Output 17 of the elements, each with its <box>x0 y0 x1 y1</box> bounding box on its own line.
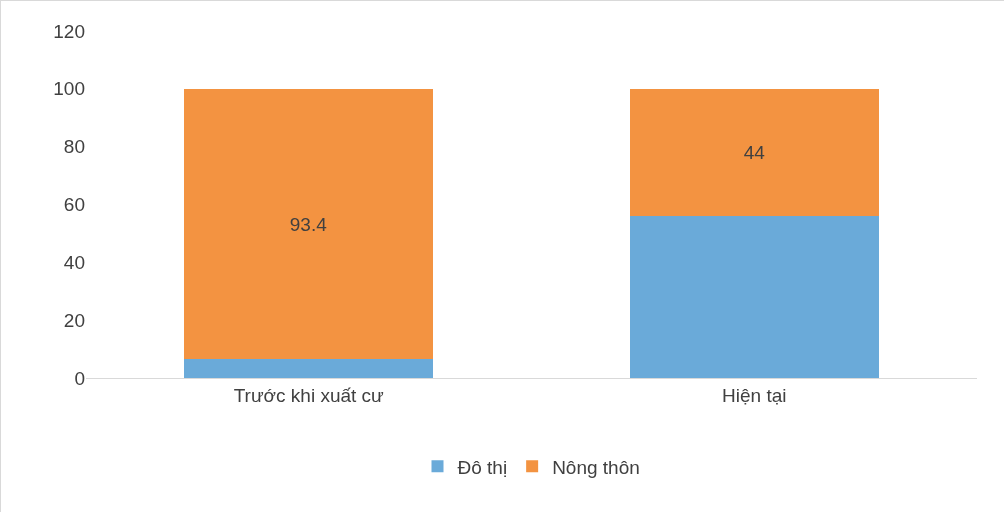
y-tick-label: 40 <box>63 251 85 273</box>
legend-label: Đô thị <box>457 456 508 478</box>
bar <box>184 89 433 359</box>
y-tick-label: 80 <box>63 136 85 158</box>
data-label: 44 <box>743 142 766 163</box>
bar <box>630 89 879 216</box>
y-tick-label: 100 <box>53 78 85 100</box>
bar <box>184 359 433 378</box>
bar <box>630 216 879 378</box>
x-tick-label: Trước khi xuất cư <box>233 384 385 406</box>
legend-label: Nông thôn <box>552 456 640 478</box>
y-tick-label: 60 <box>63 194 85 216</box>
y-tick-label: 120 <box>53 20 85 42</box>
data-label: 93.4 <box>289 213 328 235</box>
y-tick-label: 20 <box>63 309 85 331</box>
x-tick-label: Hiện tại <box>722 384 787 406</box>
y-tick-label: 0 <box>74 367 85 389</box>
